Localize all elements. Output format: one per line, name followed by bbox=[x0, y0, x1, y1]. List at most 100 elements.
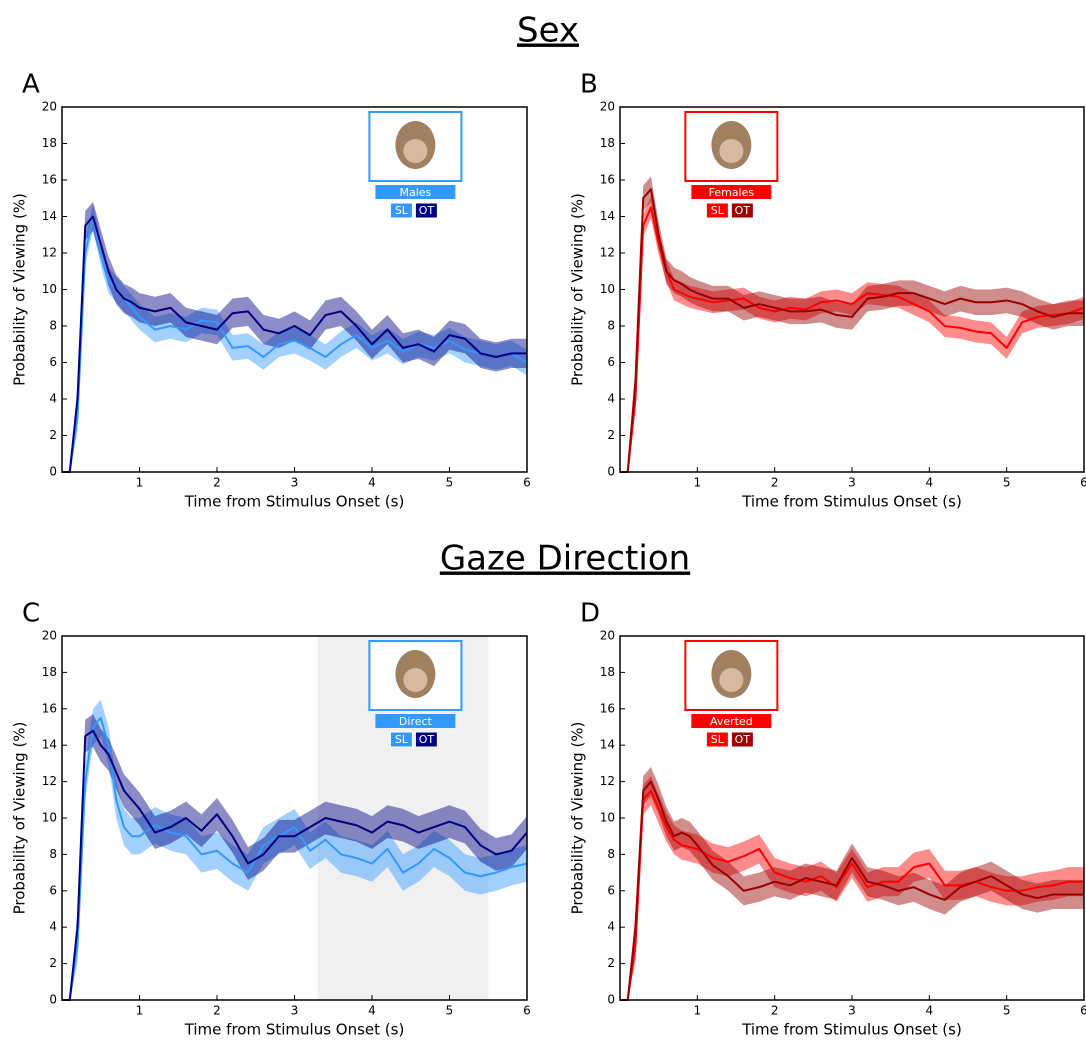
legend-swatch bbox=[414, 731, 438, 748]
x-tick-label: 2 bbox=[213, 476, 221, 490]
legend-swatch bbox=[414, 202, 438, 219]
x-axis-label: Time from Stimulus Onset (s) bbox=[184, 493, 405, 511]
legend-label: SL bbox=[395, 204, 409, 217]
y-tick-label: 6 bbox=[607, 355, 615, 369]
x-tick-label: 2 bbox=[213, 1004, 221, 1018]
error-band bbox=[62, 201, 527, 472]
y-tick-label: 0 bbox=[607, 465, 615, 479]
legend-title-bar bbox=[375, 185, 456, 199]
legend-label: SL bbox=[711, 204, 725, 217]
x-tick-label: 6 bbox=[523, 476, 531, 490]
x-tick-label: 3 bbox=[848, 1004, 856, 1018]
x-tick-label: 2 bbox=[771, 1004, 779, 1018]
y-tick-label: 0 bbox=[607, 993, 615, 1007]
x-tick-label: 4 bbox=[368, 476, 376, 490]
series-line bbox=[62, 215, 527, 473]
x-tick-label: 4 bbox=[926, 476, 934, 490]
legend-label: SL bbox=[711, 733, 725, 746]
y-tick-label: 16 bbox=[42, 173, 57, 187]
y-tick-label: 14 bbox=[42, 738, 57, 752]
y-tick-label: 12 bbox=[600, 774, 615, 788]
plot-frame bbox=[61, 635, 528, 1001]
y-axis-label: Probability of Viewing (%) bbox=[569, 193, 587, 386]
legend-label: OT bbox=[735, 204, 751, 217]
legend-swatch bbox=[705, 731, 729, 748]
legend-icon bbox=[719, 668, 744, 692]
y-tick-label: 4 bbox=[49, 392, 57, 406]
y-tick-label: 6 bbox=[49, 883, 57, 897]
x-tick-label: 1 bbox=[136, 476, 144, 490]
x-tick-label: 6 bbox=[1080, 1004, 1086, 1018]
y-axis-label: Probability of Viewing (%) bbox=[569, 722, 587, 915]
legend-title: Averted bbox=[710, 715, 753, 728]
y-tick-label: 18 bbox=[42, 136, 57, 150]
x-tick-label: 3 bbox=[848, 476, 856, 490]
y-tick-label: 20 bbox=[42, 100, 57, 114]
error-band bbox=[62, 203, 527, 472]
y-tick-label: 2 bbox=[49, 428, 57, 442]
legend-label: OT bbox=[419, 733, 435, 746]
legend-icon bbox=[719, 139, 744, 163]
legend-icon bbox=[403, 139, 428, 163]
section-heading: Gaze Direction bbox=[440, 539, 690, 579]
legend-title: Males bbox=[400, 186, 432, 199]
error-band bbox=[620, 767, 1084, 1000]
y-tick-label: 12 bbox=[600, 246, 615, 260]
panel-letter: A bbox=[22, 70, 40, 100]
x-tick-label: 3 bbox=[291, 476, 299, 490]
x-axis-label: Time from Stimulus Onset (s) bbox=[741, 493, 962, 511]
series-line bbox=[620, 188, 1084, 473]
x-tick-label: 3 bbox=[291, 1004, 299, 1018]
panel-letter: C bbox=[22, 599, 40, 629]
x-tick-label: 4 bbox=[368, 1004, 376, 1018]
legend-title-bar bbox=[375, 714, 456, 728]
x-tick-label: 5 bbox=[1003, 1004, 1011, 1018]
panel-letter: D bbox=[580, 599, 600, 629]
x-axis-label: Time from Stimulus Onset (s) bbox=[741, 1021, 962, 1039]
x-tick-label: 6 bbox=[1080, 476, 1086, 490]
y-tick-label: 10 bbox=[600, 282, 615, 296]
legend-title: Females bbox=[709, 186, 755, 199]
legend-title-bar bbox=[691, 185, 772, 199]
legend-title-bar bbox=[691, 714, 772, 728]
y-tick-label: 20 bbox=[42, 629, 57, 643]
y-tick-label: 6 bbox=[607, 883, 615, 897]
y-tick-label: 12 bbox=[42, 246, 57, 260]
legend-swatch bbox=[389, 202, 413, 219]
plot-frame bbox=[619, 106, 1085, 473]
y-tick-label: 14 bbox=[600, 209, 615, 223]
legend-image-box bbox=[368, 111, 463, 182]
x-tick-label: 5 bbox=[446, 476, 454, 490]
y-tick-label: 4 bbox=[49, 920, 57, 934]
legend-swatch bbox=[730, 202, 754, 219]
y-tick-label: 18 bbox=[42, 665, 57, 679]
y-tick-label: 8 bbox=[49, 847, 57, 861]
y-tick-label: 20 bbox=[600, 100, 615, 114]
section-heading: Sex bbox=[517, 11, 579, 51]
y-tick-label: 20 bbox=[600, 629, 615, 643]
legend-title: Direct bbox=[399, 715, 433, 728]
x-tick-label: 1 bbox=[694, 476, 702, 490]
x-tick-label: 5 bbox=[446, 1004, 454, 1018]
legend-swatch bbox=[389, 731, 413, 748]
y-tick-label: 2 bbox=[49, 956, 57, 970]
y-tick-label: 16 bbox=[42, 701, 57, 715]
y-tick-label: 16 bbox=[600, 701, 615, 715]
y-axis-label: Probability of Viewing (%) bbox=[11, 722, 29, 915]
y-tick-label: 18 bbox=[600, 665, 615, 679]
series-line bbox=[62, 729, 528, 1001]
y-axis-label: Probability of Viewing (%) bbox=[11, 193, 29, 386]
y-tick-label: 8 bbox=[607, 847, 615, 861]
y-tick-label: 6 bbox=[49, 355, 57, 369]
y-tick-label: 16 bbox=[600, 173, 615, 187]
plot-frame bbox=[61, 106, 528, 473]
legend-icon bbox=[403, 668, 428, 692]
x-tick-label: 1 bbox=[694, 1004, 702, 1018]
y-tick-label: 10 bbox=[42, 282, 57, 296]
y-tick-label: 4 bbox=[607, 920, 615, 934]
x-tick-label: 2 bbox=[771, 476, 779, 490]
x-tick-label: 5 bbox=[1003, 476, 1011, 490]
x-tick-label: 6 bbox=[523, 1004, 531, 1018]
y-tick-label: 0 bbox=[49, 993, 57, 1007]
